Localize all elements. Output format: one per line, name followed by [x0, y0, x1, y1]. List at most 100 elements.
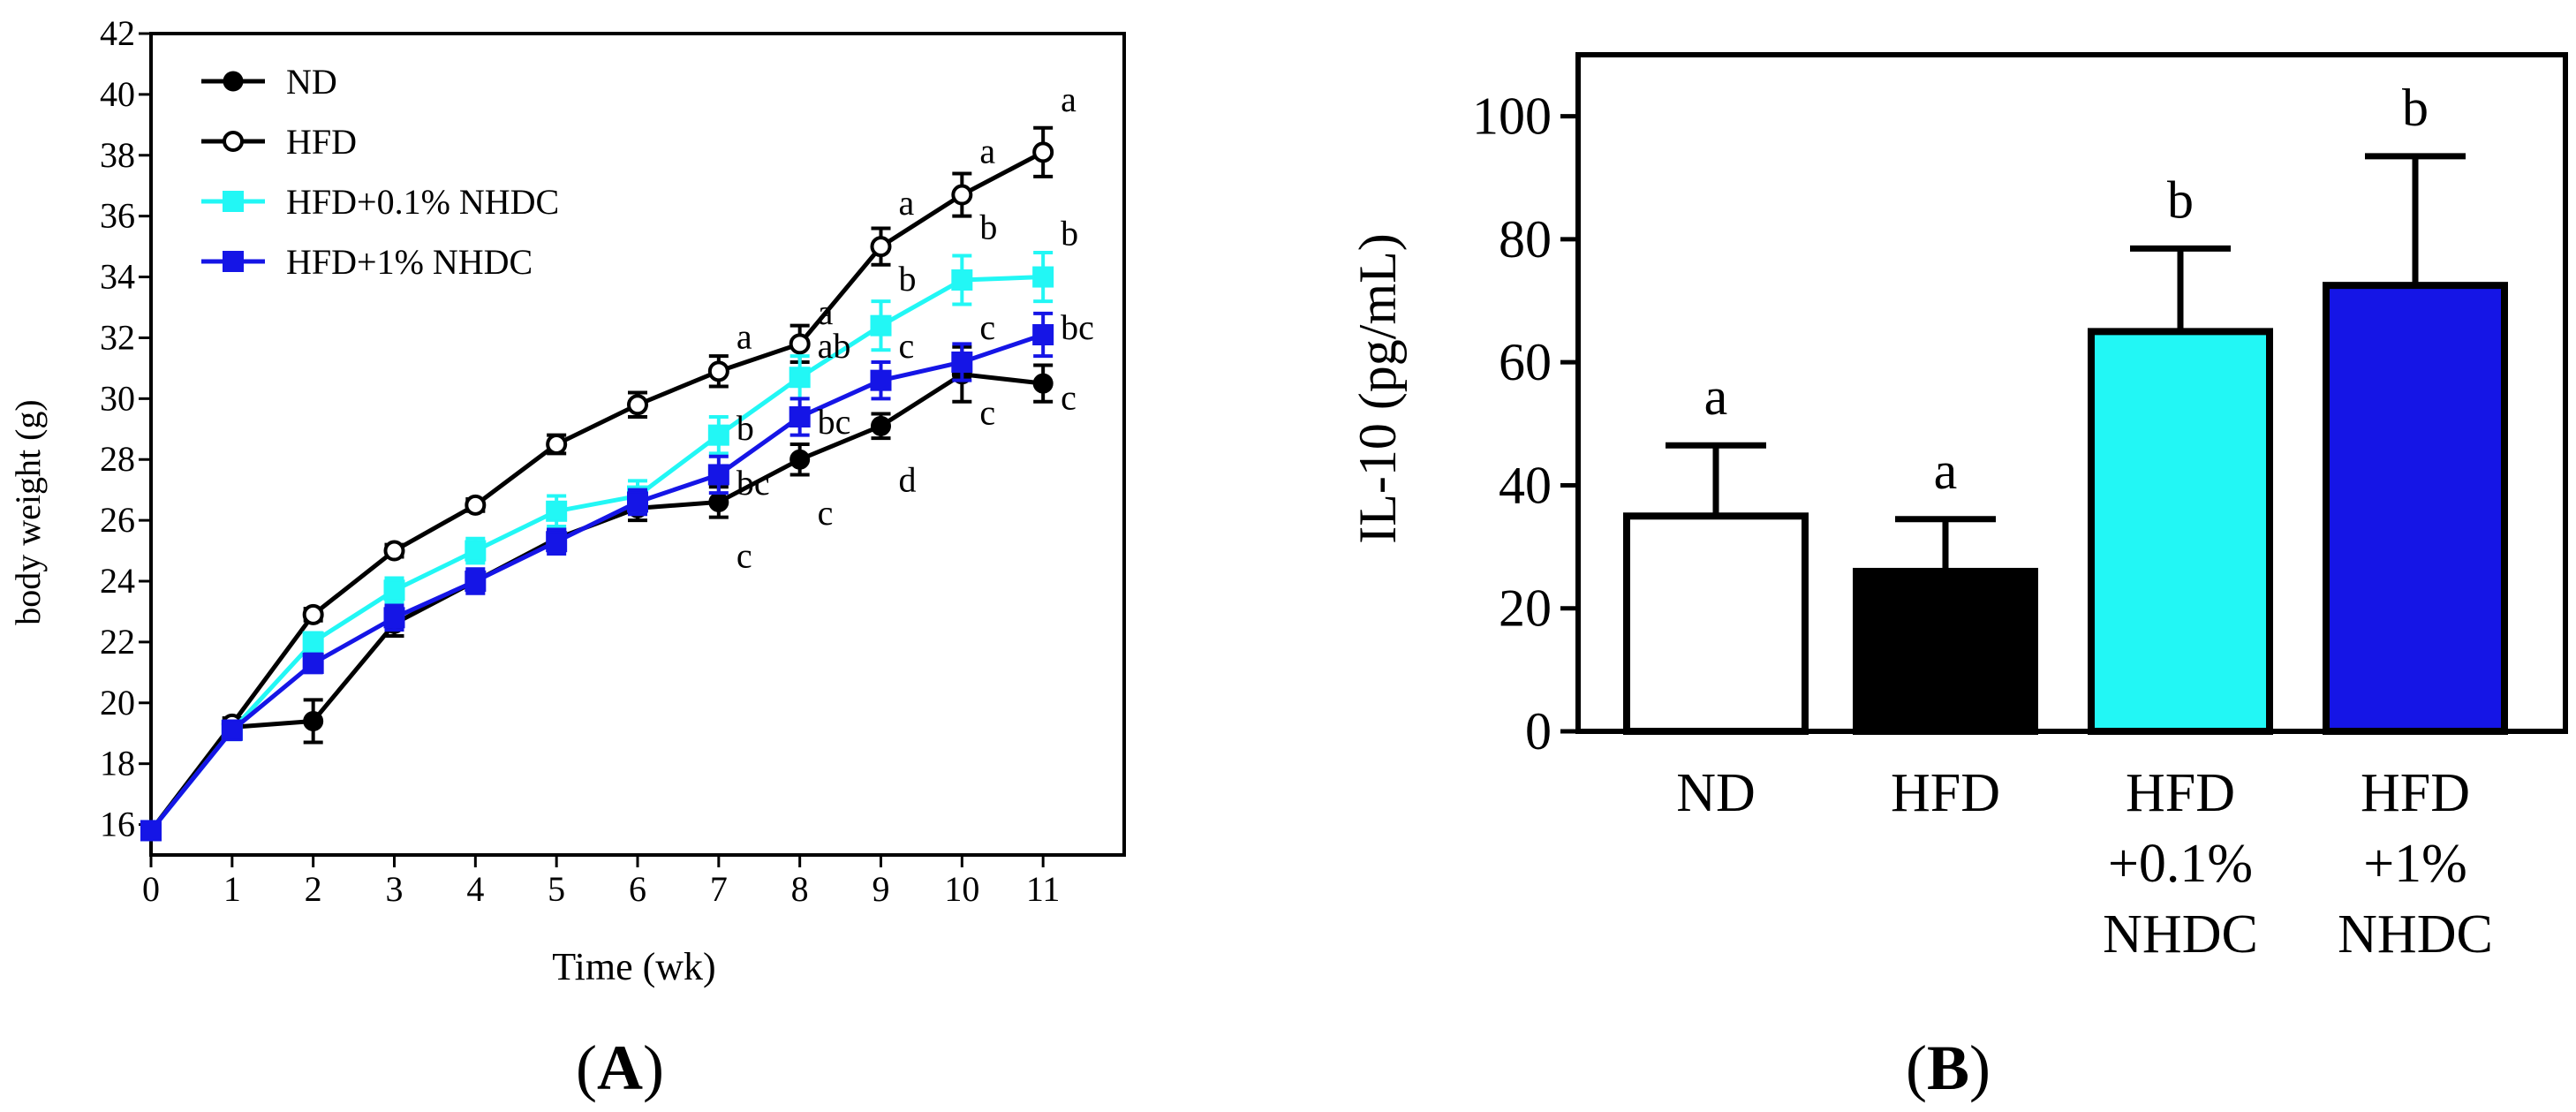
panel-b-bar-chart: 0 20 40 60 80 100 IL-10 (pg/mL) a a b b ND HFD HFD… [1348, 52, 2568, 1103]
y-tick-label: 40 [100, 74, 135, 114]
bar [1623, 512, 1809, 735]
series-nd [140, 344, 1054, 841]
legend-label: HFD+1% NHDC [286, 242, 533, 282]
category-label: +1% [2363, 834, 2467, 894]
data-point-low [789, 367, 811, 389]
significance-letter: d [899, 459, 917, 499]
series-line-nd [149, 372, 1044, 832]
data-point-high [789, 406, 811, 427]
significance-letter: bc [737, 463, 770, 503]
data-point-nd [871, 415, 891, 436]
data-point-hfd [789, 333, 811, 355]
significance-letter: a [818, 292, 834, 332]
data-point-high [707, 464, 729, 486]
legend-marker [223, 191, 244, 212]
data-point-hfd [707, 360, 729, 382]
x-tick-label: 8 [791, 869, 809, 909]
panel-b-y-axis-label: IL-10 (pg/mL) [1348, 233, 1407, 544]
panel-a-legend: ND HFD HFD+0.1% NHDC HFD+1% NHDC [201, 62, 559, 282]
y-tick-label: 20 [100, 683, 135, 722]
significance-letter: c [979, 393, 995, 433]
legend-label: HFD [286, 122, 357, 162]
significance-letter: b [979, 207, 997, 246]
series-line-high [149, 332, 1044, 833]
x-tick-label: 7 [710, 869, 728, 909]
y-tick-label: 42 [100, 13, 135, 53]
bar [2323, 282, 2508, 735]
significance-letter: a [737, 316, 752, 356]
y-tick-label: 0 [1525, 702, 1552, 760]
category-label: ND [1676, 763, 1756, 823]
y-tick-label: 38 [100, 135, 135, 175]
data-point-high [546, 531, 568, 553]
legend-marker [223, 131, 244, 152]
x-tick-label: 1 [223, 869, 241, 909]
data-point-low [707, 424, 729, 446]
category-label: HFD [1891, 763, 2000, 823]
x-tick-label: 10 [944, 869, 979, 909]
y-tick-label: 18 [100, 744, 135, 783]
data-point-high [302, 653, 324, 674]
data-point-high [465, 571, 487, 592]
significance-letter: a [979, 131, 995, 170]
data-point-hfd [546, 434, 568, 455]
significance-letter: bc [1061, 307, 1094, 347]
y-tick-label: 24 [100, 561, 135, 601]
data-point-nd [1032, 373, 1054, 394]
data-point-low [546, 500, 568, 522]
panel-a-x-axis-label: Time (wk) [552, 945, 715, 988]
bar [2088, 328, 2273, 735]
significance-letter: c [1061, 377, 1076, 417]
legend-item-nd: ND [201, 62, 337, 102]
data-point-hfd [951, 184, 973, 206]
data-point-nd [708, 491, 729, 512]
y-tick-label: 20 [1499, 579, 1552, 638]
significance-letter: a [1934, 442, 1958, 500]
significance-letter: b [899, 259, 917, 299]
data-point-low [465, 540, 487, 562]
significance-letter: ab [818, 326, 851, 366]
panel-a-series [140, 125, 1054, 842]
legend-item-hfd: HFD [201, 122, 357, 162]
data-point-low [383, 579, 405, 601]
data-point-hfd [383, 540, 405, 562]
data-point-hfd [870, 236, 892, 258]
series-line-hfd [149, 150, 1045, 832]
y-tick-label: 30 [100, 378, 135, 418]
bar-group-0: a [1623, 367, 1809, 735]
x-tick-label: 6 [629, 869, 646, 909]
significance-letter: a [1061, 79, 1076, 119]
legend-label: ND [286, 62, 337, 102]
y-tick-label: 34 [100, 257, 135, 297]
data-point-hfd [1032, 141, 1054, 163]
category-label: NHDC [2103, 904, 2258, 964]
significance-letter: b [2167, 170, 2194, 229]
legend-label: HFD+0.1% NHDC [286, 182, 559, 222]
category-label: +0.1% [2108, 834, 2253, 894]
data-point-hfd [302, 603, 324, 625]
data-point-high [870, 369, 892, 391]
y-tick-label: 100 [1472, 87, 1552, 146]
x-tick-label: 11 [1026, 869, 1061, 909]
panel-a-y-axis-label: body weight (g) [8, 399, 48, 625]
y-tick-label: 26 [100, 500, 135, 540]
significance-letter: b [737, 408, 754, 448]
series-line-low [149, 275, 1044, 833]
significance-letter: b [1061, 213, 1078, 253]
significance-letter: c [979, 307, 995, 347]
y-tick-label: 40 [1499, 456, 1552, 514]
panel-a-label: (A) [576, 1033, 664, 1103]
data-point-high [1032, 324, 1054, 345]
legend-item-high: HFD+1% NHDC [201, 242, 533, 282]
significance-letter: a [1704, 367, 1728, 426]
panel-b-label: (B) [1906, 1033, 1991, 1103]
y-tick-label: 22 [100, 622, 135, 662]
series-hfd [140, 125, 1054, 842]
significance-letter: b [2402, 79, 2429, 137]
series-high [140, 311, 1054, 842]
y-tick-label: 60 [1499, 333, 1552, 391]
